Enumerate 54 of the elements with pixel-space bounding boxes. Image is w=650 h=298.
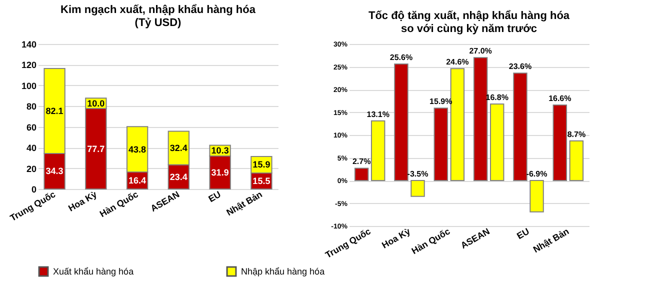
- data-label: 15.9: [252, 160, 270, 170]
- bar: [450, 68, 465, 181]
- bar: [410, 180, 425, 197]
- y-tick-label: 140: [21, 40, 36, 50]
- data-label: 23.6%: [508, 62, 532, 72]
- y-tick-label: 120: [21, 60, 36, 70]
- data-label: 32.4: [170, 142, 188, 153]
- chart-title: Tốc độ tăng xuất, nhập khẩu hàng hóa so với cùng kỳ năm trước: [368, 10, 570, 35]
- data-label: 2.7%: [352, 157, 371, 166]
- y-tick-label: 0: [31, 184, 36, 194]
- bar: [434, 108, 448, 181]
- x-tick-label: Hoa Kỳ: [380, 226, 412, 250]
- bar: [354, 168, 369, 181]
- x-tick-label: Nhật Bản: [531, 226, 571, 255]
- data-label: 25.6%: [390, 53, 413, 62]
- data-label: -3.5%: [407, 170, 428, 178]
- bar: [394, 64, 408, 181]
- y-tick-label: 80: [26, 102, 36, 112]
- y-tick-label: 40: [26, 143, 36, 154]
- chart-title: Kim ngạch xuất, nhập khẩu hàng hóa (Tỷ USD): [60, 4, 256, 29]
- data-label: 24.6%: [446, 58, 469, 67]
- data-label: 15.5: [252, 176, 270, 186]
- data-label: 34.3: [46, 166, 64, 176]
- data-label: 16.4: [128, 176, 146, 186]
- data-label: 8.7%: [567, 130, 586, 139]
- x-tick-label: EU: [206, 189, 223, 204]
- data-label: 43.8: [128, 144, 146, 154]
- x-tick-label: EU: [515, 226, 532, 242]
- x-tick-label: Nhật Bản: [224, 189, 264, 218]
- bar: [490, 104, 504, 181]
- legend-label: Nhập khẩu hàng hóa: [241, 266, 325, 277]
- legend-label: Xuất khẩu hàng hóa: [53, 266, 134, 277]
- x-tick-label: Hoa Kỳ: [66, 189, 98, 214]
- data-label: 77.7: [87, 144, 105, 154]
- data-label: 10.3: [211, 146, 229, 156]
- x-tick-label: Hàn Quốc: [410, 226, 452, 256]
- data-label: 13.1%: [366, 110, 390, 119]
- data-label: -6.9%: [526, 170, 548, 178]
- data-label: 31.9: [211, 167, 229, 178]
- bar: [513, 72, 528, 181]
- y-tick-label: 60: [26, 122, 36, 132]
- y-tick-label: 100: [21, 80, 36, 91]
- data-label: 10.0: [87, 98, 105, 108]
- bar: [473, 57, 488, 181]
- bar: [552, 104, 568, 181]
- data-label: 16.6%: [548, 94, 572, 103]
- x-tick-label: Hàn Quốc: [98, 189, 140, 220]
- bar: [370, 120, 386, 181]
- y-tick-label: 20: [26, 164, 36, 174]
- data-label: 82.1: [46, 106, 64, 116]
- bar: [569, 140, 584, 181]
- data-label: 27.0%: [469, 46, 492, 56]
- data-label: 23.4: [170, 172, 188, 182]
- bar: [530, 180, 544, 212]
